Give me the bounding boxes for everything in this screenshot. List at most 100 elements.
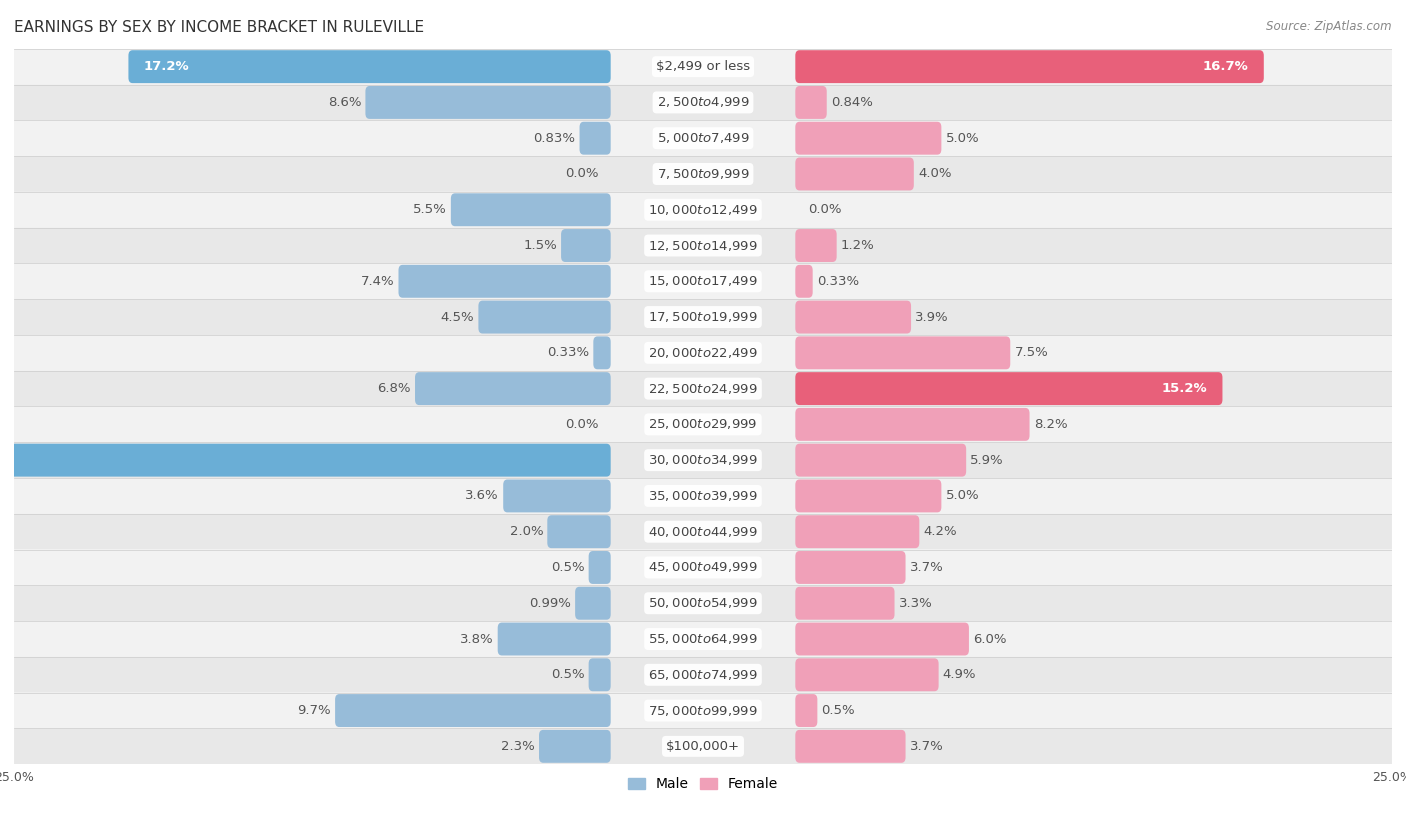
Text: $22,500 to $24,999: $22,500 to $24,999 xyxy=(648,381,758,396)
Text: 3.9%: 3.9% xyxy=(915,311,949,324)
FancyBboxPatch shape xyxy=(796,444,966,476)
FancyBboxPatch shape xyxy=(14,120,1392,156)
Text: $2,499 or less: $2,499 or less xyxy=(657,60,749,73)
Text: 4.0%: 4.0% xyxy=(918,167,952,180)
Text: $40,000 to $44,999: $40,000 to $44,999 xyxy=(648,524,758,539)
Text: $55,000 to $64,999: $55,000 to $64,999 xyxy=(648,632,758,646)
FancyBboxPatch shape xyxy=(589,551,610,584)
FancyBboxPatch shape xyxy=(14,49,1392,85)
Text: 0.33%: 0.33% xyxy=(817,275,859,288)
FancyBboxPatch shape xyxy=(478,301,610,333)
FancyBboxPatch shape xyxy=(14,228,1392,263)
Text: 8.2%: 8.2% xyxy=(1033,418,1067,431)
FancyBboxPatch shape xyxy=(14,657,1392,693)
FancyBboxPatch shape xyxy=(14,442,1392,478)
Text: 6.8%: 6.8% xyxy=(377,382,411,395)
FancyBboxPatch shape xyxy=(14,621,1392,657)
FancyBboxPatch shape xyxy=(575,587,610,620)
FancyBboxPatch shape xyxy=(796,265,813,298)
FancyBboxPatch shape xyxy=(503,480,610,512)
FancyBboxPatch shape xyxy=(14,371,1392,406)
Text: 3.7%: 3.7% xyxy=(910,740,943,753)
FancyBboxPatch shape xyxy=(366,86,610,119)
FancyBboxPatch shape xyxy=(128,50,610,83)
Text: $25,000 to $29,999: $25,000 to $29,999 xyxy=(648,417,758,432)
Text: 4.5%: 4.5% xyxy=(440,311,474,324)
FancyBboxPatch shape xyxy=(14,335,1392,371)
FancyBboxPatch shape xyxy=(796,623,969,655)
Text: 1.5%: 1.5% xyxy=(523,239,557,252)
Text: 0.5%: 0.5% xyxy=(821,704,855,717)
FancyBboxPatch shape xyxy=(14,263,1392,299)
Text: 3.3%: 3.3% xyxy=(898,597,932,610)
FancyBboxPatch shape xyxy=(796,337,1011,369)
Text: $75,000 to $99,999: $75,000 to $99,999 xyxy=(648,703,758,718)
FancyBboxPatch shape xyxy=(796,86,827,119)
FancyBboxPatch shape xyxy=(796,122,942,154)
Text: 2.3%: 2.3% xyxy=(501,740,534,753)
FancyBboxPatch shape xyxy=(14,514,1392,550)
FancyBboxPatch shape xyxy=(14,192,1392,228)
Text: 0.84%: 0.84% xyxy=(831,96,873,109)
Text: 5.5%: 5.5% xyxy=(413,203,447,216)
FancyBboxPatch shape xyxy=(796,659,939,691)
Text: 3.7%: 3.7% xyxy=(910,561,943,574)
FancyBboxPatch shape xyxy=(14,693,1392,728)
FancyBboxPatch shape xyxy=(579,122,610,154)
FancyBboxPatch shape xyxy=(796,301,911,333)
FancyBboxPatch shape xyxy=(538,730,610,763)
Text: 17.2%: 17.2% xyxy=(143,60,190,73)
Text: $30,000 to $34,999: $30,000 to $34,999 xyxy=(648,453,758,467)
FancyBboxPatch shape xyxy=(796,694,817,727)
Text: $5,000 to $7,499: $5,000 to $7,499 xyxy=(657,131,749,146)
FancyBboxPatch shape xyxy=(796,515,920,548)
FancyBboxPatch shape xyxy=(547,515,610,548)
Text: 5.0%: 5.0% xyxy=(945,489,979,502)
Text: $35,000 to $39,999: $35,000 to $39,999 xyxy=(648,489,758,503)
FancyBboxPatch shape xyxy=(14,585,1392,621)
FancyBboxPatch shape xyxy=(589,659,610,691)
Text: 4.2%: 4.2% xyxy=(924,525,957,538)
Text: Source: ZipAtlas.com: Source: ZipAtlas.com xyxy=(1267,20,1392,33)
FancyBboxPatch shape xyxy=(796,50,1264,83)
Text: $12,500 to $14,999: $12,500 to $14,999 xyxy=(648,238,758,253)
FancyBboxPatch shape xyxy=(14,550,1392,585)
FancyBboxPatch shape xyxy=(0,444,610,476)
FancyBboxPatch shape xyxy=(415,372,610,405)
FancyBboxPatch shape xyxy=(796,551,905,584)
Text: 0.5%: 0.5% xyxy=(551,561,585,574)
Text: 7.5%: 7.5% xyxy=(1014,346,1047,359)
Text: 1.2%: 1.2% xyxy=(841,239,875,252)
Text: 16.7%: 16.7% xyxy=(1204,60,1249,73)
FancyBboxPatch shape xyxy=(451,193,610,226)
Text: $2,500 to $4,999: $2,500 to $4,999 xyxy=(657,95,749,110)
Text: 0.33%: 0.33% xyxy=(547,346,589,359)
FancyBboxPatch shape xyxy=(593,337,610,369)
FancyBboxPatch shape xyxy=(14,406,1392,442)
Text: $17,500 to $19,999: $17,500 to $19,999 xyxy=(648,310,758,324)
Text: 3.8%: 3.8% xyxy=(460,633,494,646)
Text: 9.7%: 9.7% xyxy=(297,704,330,717)
FancyBboxPatch shape xyxy=(796,408,1029,441)
Text: $15,000 to $17,499: $15,000 to $17,499 xyxy=(648,274,758,289)
FancyBboxPatch shape xyxy=(14,156,1392,192)
Text: 0.83%: 0.83% xyxy=(533,132,575,145)
Text: 3.6%: 3.6% xyxy=(465,489,499,502)
FancyBboxPatch shape xyxy=(796,587,894,620)
FancyBboxPatch shape xyxy=(796,229,837,262)
Text: $7,500 to $9,999: $7,500 to $9,999 xyxy=(657,167,749,181)
FancyBboxPatch shape xyxy=(796,158,914,190)
FancyBboxPatch shape xyxy=(561,229,610,262)
Text: 0.99%: 0.99% xyxy=(529,597,571,610)
FancyBboxPatch shape xyxy=(498,623,610,655)
Text: $45,000 to $49,999: $45,000 to $49,999 xyxy=(648,560,758,575)
FancyBboxPatch shape xyxy=(796,372,1222,405)
Text: 15.2%: 15.2% xyxy=(1161,382,1208,395)
Text: $10,000 to $12,499: $10,000 to $12,499 xyxy=(648,202,758,217)
FancyBboxPatch shape xyxy=(796,730,905,763)
Text: 5.9%: 5.9% xyxy=(970,454,1004,467)
Text: 4.9%: 4.9% xyxy=(943,668,976,681)
FancyBboxPatch shape xyxy=(335,694,610,727)
FancyBboxPatch shape xyxy=(14,299,1392,335)
Text: 7.4%: 7.4% xyxy=(361,275,394,288)
